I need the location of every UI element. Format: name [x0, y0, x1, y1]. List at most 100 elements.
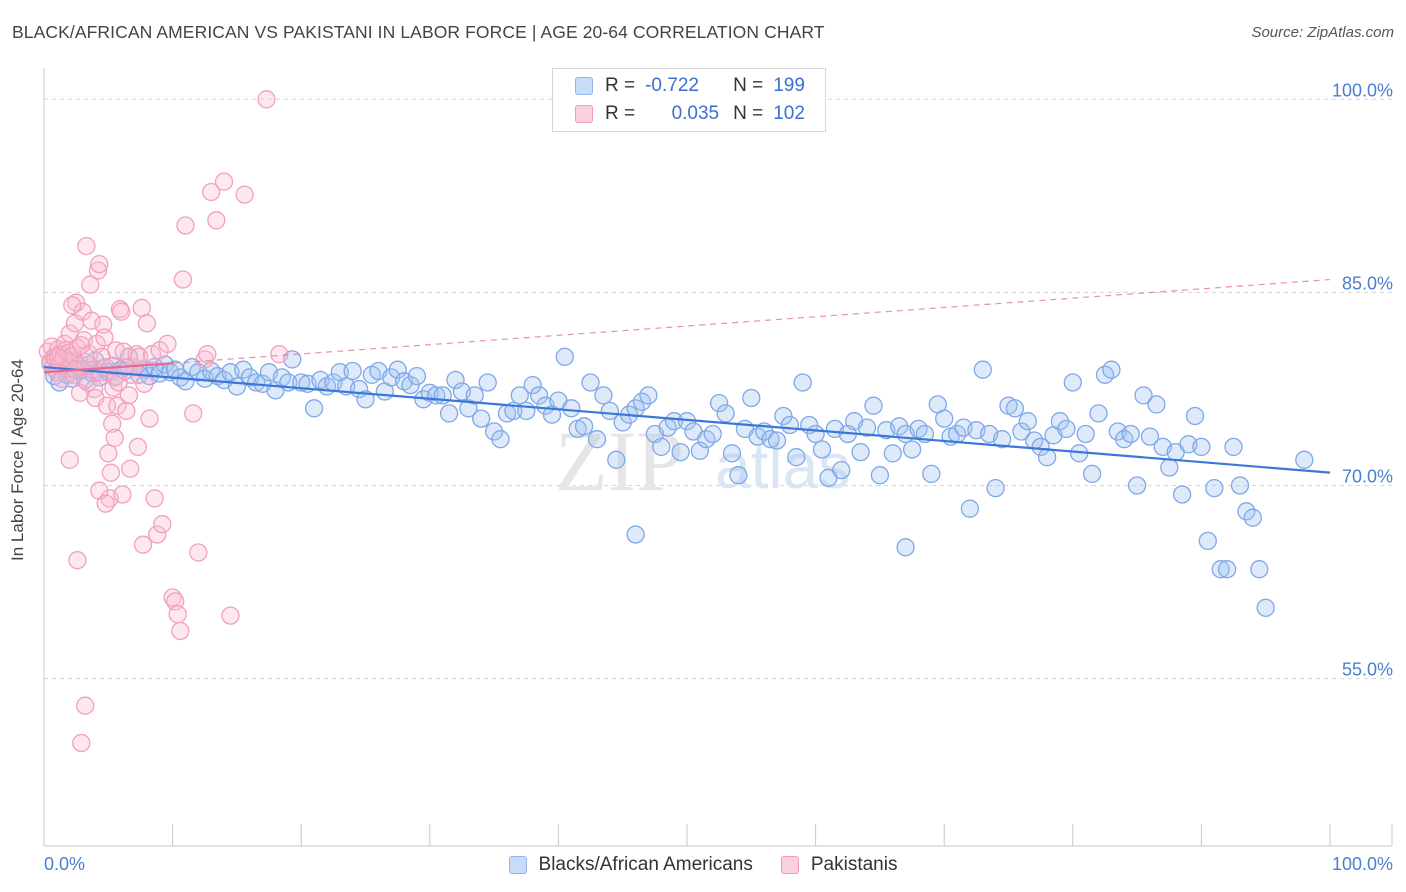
- legend-swatch-blacks: [508, 856, 527, 874]
- data-point: [517, 401, 536, 421]
- data-point: [1140, 427, 1160, 446]
- data-point: [1005, 399, 1025, 418]
- legend-item-pakistanis[interactable]: Pakistanis: [780, 854, 898, 876]
- data-point: [562, 399, 581, 418]
- data-point: [356, 390, 375, 409]
- data-point: [729, 466, 748, 485]
- data-point: [446, 370, 465, 390]
- data-point: [1057, 419, 1076, 439]
- data-point: [153, 515, 172, 534]
- data-point: [992, 430, 1012, 449]
- legend-item-blacks[interactable]: Blacks/African Americans: [508, 854, 753, 876]
- data-point: [716, 404, 735, 423]
- data-point: [135, 374, 154, 393]
- data-point: [189, 543, 208, 562]
- r-value: 0.035: [671, 103, 720, 124]
- data-point: [202, 182, 221, 202]
- data-point: [148, 525, 167, 544]
- data-point: [103, 414, 122, 433]
- data-point: [574, 417, 594, 436]
- data-point: [72, 733, 91, 753]
- data-point: [465, 386, 484, 405]
- data-point: [742, 388, 761, 408]
- watermark-atlas: atlas: [715, 430, 850, 502]
- data-point: [99, 444, 118, 463]
- trend-line: [43, 362, 173, 374]
- data-point: [793, 373, 812, 392]
- data-point: [639, 386, 658, 405]
- data-point: [529, 386, 549, 405]
- data-point: [171, 621, 190, 641]
- data-point: [1224, 437, 1243, 457]
- data-point: [922, 464, 941, 484]
- legend: Blacks/African Americans Pakistanis: [0, 852, 1406, 878]
- data-point: [787, 448, 806, 467]
- data-point: [1102, 360, 1121, 379]
- data-point: [48, 347, 68, 366]
- data-point: [1147, 395, 1166, 414]
- data-point: [1082, 464, 1102, 484]
- r-value: -0.722: [645, 75, 699, 96]
- data-point: [703, 424, 722, 444]
- y-tick-label: 100.0%: [1332, 80, 1393, 100]
- data-point: [1230, 476, 1250, 495]
- data-point: [388, 360, 407, 379]
- data-point: [82, 311, 101, 330]
- data-point: [198, 345, 217, 364]
- data-point: [97, 396, 117, 415]
- data-point: [176, 216, 195, 235]
- data-point: [761, 430, 780, 449]
- data-point: [1018, 412, 1037, 431]
- legend-label-pakistanis: Pakistanis: [810, 854, 898, 875]
- n-label: N =: [733, 75, 764, 96]
- data-point: [270, 345, 289, 364]
- x-tick-label: 100.0%: [1332, 854, 1393, 874]
- data-point: [626, 525, 645, 544]
- source-label: Source: ZipAtlas.com: [1251, 24, 1394, 41]
- data-point: [60, 450, 79, 469]
- series-pakistanis-points: [38, 90, 289, 753]
- n-value: 102: [773, 103, 805, 124]
- data-point: [851, 442, 870, 462]
- x-tick-label: 0.0%: [44, 854, 85, 874]
- chart-title: BLACK/AFRICAN AMERICAN VS PAKISTANI IN L…: [12, 22, 825, 42]
- stats-swatch-blacks: [575, 77, 593, 95]
- axes: [43, 68, 1393, 847]
- data-point: [407, 366, 427, 386]
- data-point: [106, 341, 126, 360]
- data-point: [1295, 450, 1314, 469]
- data-point: [1127, 476, 1147, 495]
- data-point: [472, 409, 491, 428]
- data-point: [973, 360, 992, 379]
- data-point: [112, 302, 131, 321]
- data-point: [140, 409, 159, 428]
- data-point: [1243, 508, 1262, 527]
- data-point: [1121, 424, 1140, 444]
- stats-row-blacks: R = -0.722 N = 199: [553, 73, 805, 99]
- y-tick-label: 70.0%: [1342, 467, 1393, 487]
- data-point: [105, 428, 124, 448]
- data-point: [119, 386, 139, 405]
- data-point: [722, 444, 742, 463]
- data-point: [214, 172, 234, 191]
- data-point: [207, 211, 226, 230]
- data-point: [101, 463, 121, 482]
- data-point: [137, 314, 157, 333]
- data-point: [88, 261, 108, 280]
- data-point: [1256, 598, 1275, 617]
- data-point: [1198, 531, 1217, 551]
- data-point: [76, 696, 95, 715]
- n-value: 199: [773, 75, 805, 96]
- data-point: [870, 466, 890, 485]
- r-label: R =: [605, 75, 636, 96]
- data-point: [184, 404, 203, 423]
- data-point: [832, 460, 851, 480]
- data-point: [600, 401, 619, 421]
- data-point: [935, 409, 954, 428]
- stats-swatch-pakistanis: [575, 105, 593, 123]
- legend-swatch-pakistanis: [780, 856, 799, 874]
- data-point: [158, 334, 177, 354]
- data-point: [81, 275, 100, 294]
- watermark: ZIP atlas: [555, 413, 850, 509]
